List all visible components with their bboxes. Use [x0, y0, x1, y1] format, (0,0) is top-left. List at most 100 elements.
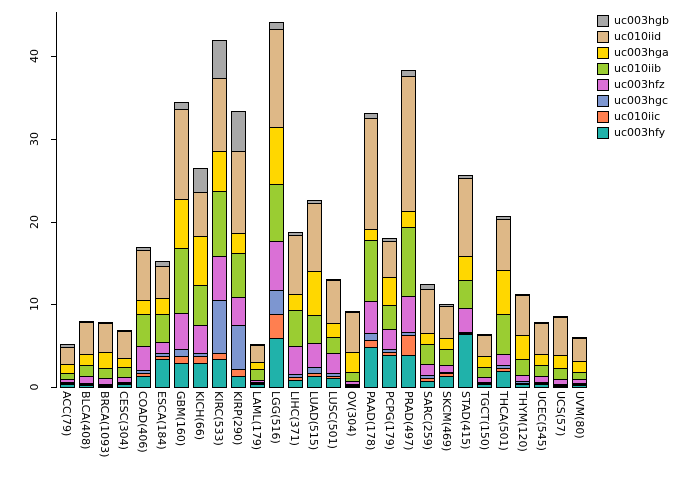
bar-segment-uc003hfy [135, 376, 151, 388]
bar-segment-uc010iib [496, 314, 512, 355]
legend-swatch [597, 126, 609, 139]
bar-segment-uc010iid [60, 347, 75, 365]
x-tick-label: KICH(66) [193, 391, 206, 440]
bar-segment-uc010iib [363, 240, 379, 302]
bar-segment-uc003hfz [306, 343, 322, 368]
x-tick-cell: LAML(179) [249, 391, 264, 477]
bar-segment-uc010iid [97, 323, 113, 353]
x-tick-label: LUSC(501) [326, 391, 339, 449]
bar-segment-uc010iic [268, 314, 284, 339]
bar-segment-uc003hfy [60, 384, 75, 388]
bar-segment-uc003hfy [572, 385, 588, 388]
bar-segment-uc003hfy [306, 376, 322, 388]
bar-LUSC(501) [325, 279, 341, 388]
bar-segment-uc003hfz [211, 256, 227, 301]
y-tick-label: 40 [28, 49, 41, 63]
bar-segment-uc010iib [287, 310, 303, 347]
x-tick-cell: LGG(516) [268, 391, 283, 477]
bar-segment-uc003hga [306, 271, 322, 316]
bar-segment-uc010iic [401, 335, 417, 356]
bar-segment-uc010iid [477, 335, 493, 357]
x-tick-cell: TGCT(150) [477, 391, 492, 477]
bar-segment-uc010iib [439, 349, 455, 366]
bar-segment-uc010iid [78, 322, 94, 355]
bar-segment-uc003hga [97, 352, 113, 369]
bar-segment-uc003hfz [363, 301, 379, 334]
x-tick-cell: KICH(66) [192, 391, 207, 477]
y-tick-label: 30 [28, 132, 41, 146]
x-tick-label: LIHC(371) [288, 391, 301, 446]
bar-segment-uc003hfy [458, 334, 474, 388]
legend-label: uc003hga [614, 46, 669, 59]
plot-area: 0 10 20 30 40 [28, 12, 590, 391]
bar-segment-uc010iib [154, 314, 170, 343]
x-tick-cell: THYM(120) [515, 391, 530, 477]
bar-segment-uc003hfy [344, 386, 360, 388]
x-tick-label: PRAD(497) [402, 391, 415, 451]
x-tick-cell: SARC(259) [420, 391, 435, 477]
bar-LGG(516) [268, 22, 284, 388]
bar-SKCM(469) [439, 304, 455, 388]
bar-segment-uc003hfy [268, 338, 284, 388]
bar-segment-uc003hfy [116, 384, 132, 388]
bar-segment-uc010iid [268, 29, 284, 128]
bar-segment-uc010iid [401, 76, 417, 212]
bar-segment-uc010iib [173, 248, 189, 314]
x-tick-cell: OV(304) [344, 391, 359, 477]
y-tick-mark [51, 304, 57, 305]
bar-segment-uc003hfy [382, 355, 398, 388]
bar-segment-uc010iid [572, 338, 588, 362]
legend-item-uc003hgc: uc003hgc [597, 94, 669, 107]
bar-segment-uc010iib [515, 359, 531, 376]
legend-item-uc003hfz: uc003hfz [597, 78, 669, 91]
x-tick-label: KIRP(290) [231, 391, 244, 446]
y-tick-label: 10 [28, 297, 41, 311]
bar-segment-uc003hga [496, 270, 512, 315]
bar-BRCA(1093) [97, 322, 113, 388]
bar-segment-uc003hga [287, 294, 303, 311]
bar-THYM(120) [515, 294, 531, 388]
bar-LUAD(515) [306, 200, 322, 388]
y-tick-label: 0 [28, 383, 41, 391]
bar-segment-uc010iid [458, 178, 474, 257]
bar-segment-uc010iib [135, 314, 151, 347]
bars-container [57, 12, 590, 388]
x-tick-cell: PCPG(179) [382, 391, 397, 477]
bar-segment-uc003hfz [458, 308, 474, 333]
bar-segment-uc003hfy [230, 376, 246, 388]
bar-segment-uc003hgc [268, 290, 284, 315]
bar-CESC(304) [116, 330, 132, 388]
bar-segment-uc003hfy [211, 359, 227, 388]
bar-segment-uc003hga [325, 323, 341, 338]
legend-label: uc003hfz [614, 78, 665, 91]
legend-swatch [597, 78, 609, 91]
bar-SARC(259) [420, 284, 436, 388]
bar-segment-uc010iid [306, 203, 322, 272]
bar-segment-uc003hga [211, 151, 227, 192]
bar-segment-uc003hfy [534, 384, 550, 388]
bar-segment-uc003hfz [287, 346, 303, 375]
bar-segment-uc010iid [116, 331, 132, 359]
legend-swatch [597, 110, 609, 123]
bar-segment-uc010iid [135, 250, 151, 301]
x-axis-labels: ACC(79) BLCA(408) BRCA(1093) CESC(304) COAD(… [56, 391, 590, 477]
x-tick-label: BRCA(1093) [98, 391, 111, 458]
bar-segment-uc003hfy [192, 363, 208, 388]
x-tick-label: BLCA(408) [79, 391, 92, 450]
x-tick-cell: BLCA(408) [78, 391, 93, 477]
bar-segment-uc003hfy [553, 386, 569, 388]
x-tick-cell: UCEC(545) [534, 391, 549, 477]
bar-segment-uc003hfy [325, 378, 341, 388]
bar-segment-uc010iib [420, 344, 436, 365]
x-tick-label: ACC(79) [60, 391, 73, 437]
bar-LAML(179) [249, 344, 265, 388]
bar-segment-uc010iid [496, 219, 512, 271]
bar-segment-uc003hfy [401, 355, 417, 388]
legend-item-uc003hfy: uc003hfy [597, 126, 669, 139]
bar-segment-uc003hga [154, 298, 170, 315]
x-tick-cell: LIHC(371) [287, 391, 302, 477]
bar-OV(304) [344, 311, 360, 388]
legend-swatch [597, 14, 609, 27]
x-tick-label: PAAD(178) [364, 391, 377, 451]
